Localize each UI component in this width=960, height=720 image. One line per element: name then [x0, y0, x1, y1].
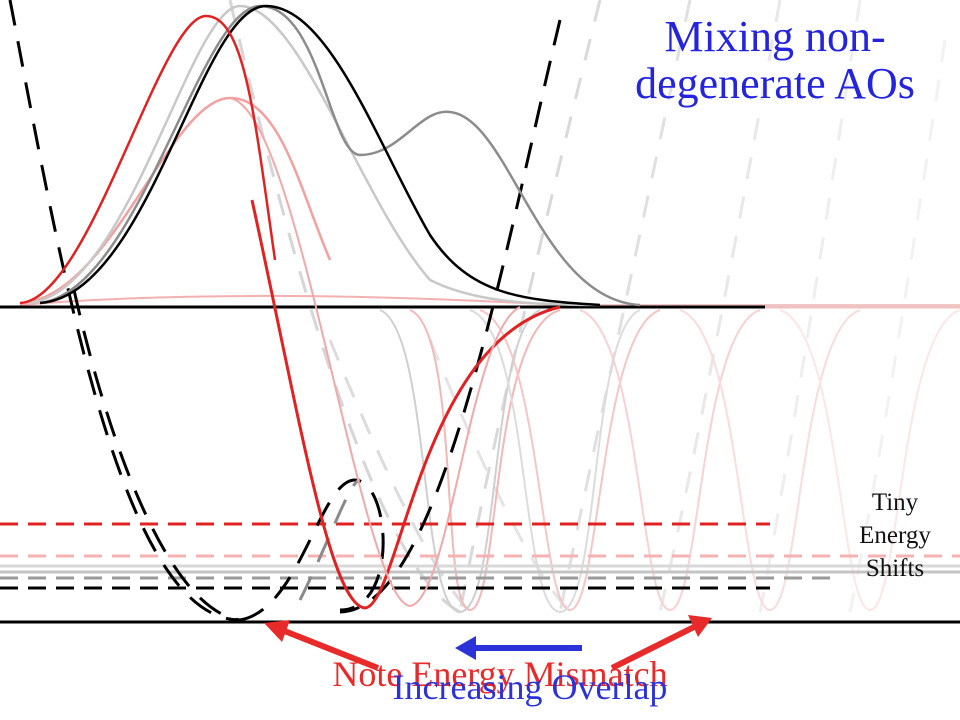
faded-tails	[19, 294, 960, 306]
left-wall-inner	[72, 289, 241, 622]
faded-wall-5	[758, 0, 862, 613]
pink-lobe-2	[479, 309, 661, 612]
note-energy-mismatch-caption: Note Energy Mismatch	[332, 654, 668, 694]
red-arrowhead-right	[688, 615, 712, 637]
faded-lobes	[379, 309, 960, 614]
red-arrow-right	[610, 623, 698, 671]
faded-wall-7	[328, 339, 472, 614]
red-orbital	[19, 14, 277, 305]
increasing-overlap-caption: Increasing Overlap	[392, 667, 668, 707]
pink-lobe-4	[679, 309, 861, 612]
light-red-lobe	[229, 97, 521, 608]
left-wall-outer	[8, 0, 241, 622]
tiny-energy-shifts-label: Tiny Energy Shifts	[859, 489, 931, 582]
pink-lobe-3	[579, 309, 761, 612]
arrows	[264, 615, 712, 671]
faded-wall-4	[658, 0, 782, 613]
pink-lobe-5	[779, 309, 960, 612]
black-orbital	[39, 4, 601, 307]
lower-lobes	[229, 97, 561, 610]
red-arrowhead-left	[264, 620, 290, 642]
red-arrow-left	[280, 627, 380, 671]
upper-orbitals	[19, 4, 641, 307]
red-lower-lobe	[250, 199, 561, 610]
grey-lobe-1	[379, 309, 541, 614]
tail-2	[19, 294, 561, 306]
blue-arrowhead	[455, 636, 476, 660]
pink-lobe-1	[409, 309, 561, 612]
mid-grey-orbital	[39, 4, 641, 307]
light-grey-orbital	[29, 4, 601, 307]
grey-well	[298, 478, 361, 601]
diagram-title: Mixing non-degenerate AOs	[635, 12, 915, 108]
black-well-2	[239, 478, 385, 622]
faded-wall-1	[228, 0, 461, 614]
faded-wall-8	[428, 339, 572, 614]
grey-lobe-2	[469, 309, 641, 614]
energy-levels	[0, 305, 960, 624]
